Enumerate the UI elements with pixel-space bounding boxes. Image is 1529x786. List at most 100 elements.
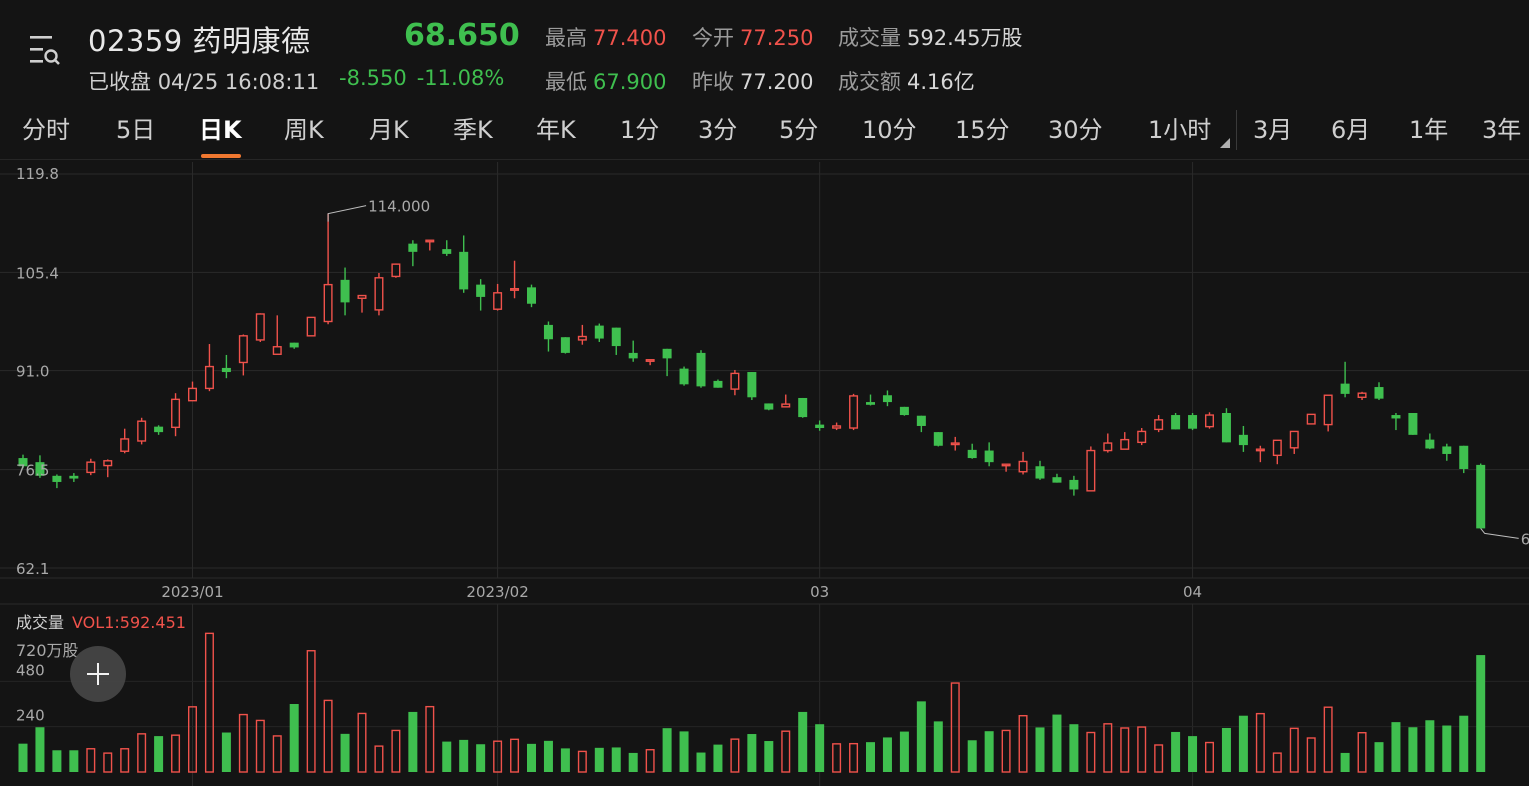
candle-body <box>866 402 875 405</box>
volume-bar <box>1391 722 1401 772</box>
plus-icon[interactable] <box>70 646 126 702</box>
volume-bar <box>967 740 977 772</box>
tab-5day[interactable]: 5日 <box>116 116 156 144</box>
stock-code: 02359 <box>88 24 183 58</box>
candle-body <box>1238 434 1248 446</box>
candle-body <box>408 243 418 252</box>
stat-high: 最高 77.400 <box>545 22 666 52</box>
candle-body <box>967 449 977 459</box>
last-price: 68.650 <box>404 18 520 53</box>
candle-body <box>916 415 926 426</box>
tab-1min[interactable]: 1分 <box>620 116 660 144</box>
volume-bar <box>1289 727 1299 773</box>
tab-week-k[interactable]: 周K <box>284 116 324 144</box>
candle-body <box>340 279 350 303</box>
volume-bar <box>1255 712 1265 773</box>
tab-10min[interactable]: 10分 <box>862 116 917 144</box>
volume-bar <box>1459 715 1469 772</box>
x-tick-label: 2023/01 <box>161 583 223 601</box>
volume-bar <box>679 731 689 772</box>
volume-bar <box>713 744 723 772</box>
stat-prev-close: 昨收 77.200 <box>692 66 813 96</box>
tab-15min[interactable]: 15分 <box>955 116 1010 144</box>
volume-bar <box>1120 727 1130 773</box>
volume-bar <box>560 748 570 772</box>
candle-body <box>764 403 774 410</box>
candle-body <box>1154 419 1164 431</box>
price-change: -8.550 -11.08% <box>339 66 504 90</box>
volume-bar <box>425 705 435 773</box>
tab-day-k[interactable]: 日K <box>199 116 242 144</box>
candle-body <box>730 372 740 390</box>
volume-header: 成交量 VOL1:592.451 <box>16 609 186 633</box>
candle-body <box>442 249 452 254</box>
tab-30min[interactable]: 30分 <box>1048 116 1103 144</box>
stat-high-value: 77.400 <box>593 26 667 50</box>
candle-body <box>120 438 130 452</box>
volume-bar <box>1476 655 1486 772</box>
candle-body <box>1052 477 1062 483</box>
candle-body <box>594 325 604 339</box>
candle-body <box>1255 448 1265 452</box>
max-annotation-label: 114.000 <box>368 198 430 216</box>
volume-series <box>18 632 1486 773</box>
tab-1year[interactable]: 1年 <box>1409 116 1449 144</box>
candle-body <box>560 337 570 353</box>
volume-bar <box>1001 729 1011 773</box>
menu-search-icon[interactable] <box>30 34 60 68</box>
volume-bar <box>882 737 892 772</box>
candle-body <box>510 288 520 291</box>
volume-bar <box>645 749 655 773</box>
volume-bar <box>357 712 367 773</box>
volume-bar <box>510 738 520 773</box>
tab-3year[interactable]: 3年 <box>1482 116 1522 144</box>
x-tick-label: 04 <box>1183 583 1202 601</box>
volume-title: 成交量 <box>16 613 65 632</box>
tab-6month[interactable]: 6月 <box>1331 116 1371 144</box>
candle-body <box>798 397 808 418</box>
volume-bar <box>849 742 859 773</box>
stat-turnover-value: 4.16亿 <box>907 70 975 94</box>
volume-bar <box>1306 737 1316 773</box>
tab-month-k[interactable]: 月K <box>369 116 409 144</box>
tab-intraday[interactable]: 分时 <box>22 116 70 144</box>
tab-5min[interactable]: 5分 <box>779 116 819 144</box>
volume-bar <box>543 740 553 772</box>
volume-bar <box>442 741 452 772</box>
candle-body <box>18 458 28 467</box>
volume-bar <box>747 734 757 772</box>
candle-body <box>815 424 825 429</box>
candle-body <box>543 324 553 340</box>
volume-bar <box>866 742 875 772</box>
volume-bar <box>137 733 147 773</box>
candle-body <box>1459 445 1469 469</box>
candle-body <box>577 335 587 341</box>
candle-body <box>1272 439 1282 457</box>
stock-name: 药明康德 <box>192 24 311 58</box>
volume-bar <box>899 731 909 772</box>
candle-body <box>950 442 960 446</box>
tab-year-k[interactable]: 年K <box>536 116 576 144</box>
stock-title: 02359 药明康德 <box>88 18 311 60</box>
tab-3min[interactable]: 3分 <box>698 116 738 144</box>
candle-body <box>52 475 62 482</box>
candle-body <box>645 359 655 362</box>
x-tick-label: 03 <box>810 583 829 601</box>
stat-turnover-label: 成交额 <box>838 70 901 94</box>
tab-divider <box>1236 110 1237 150</box>
volume-bar <box>493 740 503 773</box>
volume-bar <box>238 713 248 773</box>
dropdown-triangle-icon[interactable] <box>1220 138 1230 148</box>
candle-body <box>1306 413 1316 425</box>
candle-body <box>1188 415 1198 429</box>
volume-bar <box>52 750 62 772</box>
volume-bar <box>1171 731 1181 772</box>
tab-quarter-k[interactable]: 季K <box>453 116 493 144</box>
tab-1hour[interactable]: 1小时 <box>1148 116 1212 144</box>
candle-body <box>1357 392 1367 398</box>
y-tick-label: 76.5 <box>16 462 49 480</box>
tab-3month[interactable]: 3月 <box>1253 116 1293 144</box>
candle-body <box>306 316 316 337</box>
max-annotation-line <box>327 205 367 222</box>
